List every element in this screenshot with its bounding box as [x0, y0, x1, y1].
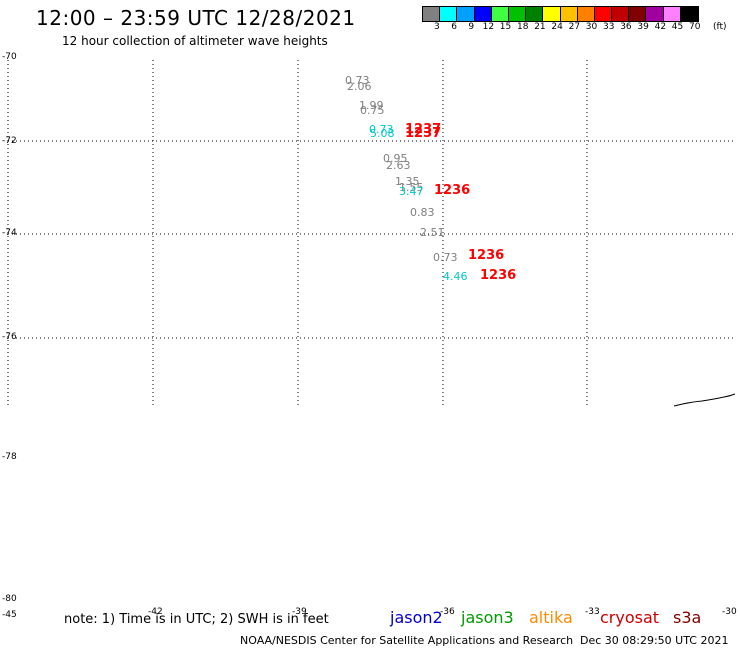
wave-height-value: 1.99	[359, 99, 384, 112]
color-scale-label: 39	[637, 22, 649, 32]
satellite-legend-cryosat: cryosat	[600, 608, 660, 627]
color-swatch	[663, 7, 681, 21]
color-scale-label: 21	[534, 22, 546, 32]
color-swatch	[629, 7, 647, 21]
wave-height-value: 0.73	[345, 74, 370, 87]
color-scale-label: 9	[468, 22, 475, 32]
wave-height-value: 2.63	[386, 159, 411, 172]
wave-height-value: 0.95	[383, 152, 408, 165]
wave-height-value: 4.46	[443, 270, 468, 283]
wave-height-value: 0.73	[433, 251, 458, 264]
pass-time-label: 1236	[434, 183, 471, 198]
wave-height-value: 1.55	[399, 181, 424, 194]
lat-label: -80	[2, 594, 17, 604]
generated-timestamp: Dec 30 08:29:50 UTC 2021	[580, 634, 729, 647]
color-scale-label: 36	[620, 22, 632, 32]
wave-height-value: 1.35	[395, 175, 420, 188]
satellite-legend-jason2: jason2	[390, 608, 443, 627]
wave-height-value: 0.73	[369, 123, 394, 136]
lat-label: -72	[2, 136, 17, 146]
lon-label: -39	[292, 607, 307, 617]
color-scale-label: 33	[603, 22, 615, 32]
wave-height-value: 3.47	[399, 185, 424, 198]
units-note: note: 1) Time is in UTC; 2) SWH is in fe…	[64, 612, 329, 627]
map-subtitle: 12 hour collection of altimeter wave hei…	[62, 34, 328, 48]
lat-label: -76	[2, 332, 17, 342]
pass-time-label: 1236	[468, 248, 505, 263]
lon-label: -36	[440, 607, 455, 617]
color-scale-unit: (ft)	[713, 22, 727, 32]
color-swatch	[508, 7, 527, 21]
color-swatch	[440, 7, 458, 21]
color-scale-label: 15	[499, 22, 512, 32]
wave-height-color-scale	[422, 6, 699, 22]
color-scale-label: 45	[671, 22, 684, 32]
satellite-legend-jason3: jason3	[461, 608, 514, 627]
lat-label: -74	[2, 228, 17, 238]
lat-label: -70	[2, 52, 17, 62]
color-scale-label: 6	[451, 22, 457, 32]
color-swatch	[646, 7, 664, 21]
wave-height-value: 2.06	[347, 80, 372, 93]
wave-height-value: 5.08	[370, 127, 395, 140]
pass-time-label: 1237	[405, 122, 442, 137]
color-swatch	[543, 7, 561, 21]
color-scale-label: 30	[585, 22, 598, 32]
wave-height-value: 2.51	[420, 226, 445, 239]
color-swatch	[612, 7, 630, 21]
color-scale-label: 24	[551, 22, 563, 32]
pass-time-label: 1236	[480, 268, 517, 283]
color-scale-label: 70	[689, 22, 701, 32]
coastline	[673, 393, 736, 407]
color-swatch	[526, 7, 544, 21]
lon-label-left: -45	[2, 610, 17, 620]
color-swatch	[474, 7, 492, 21]
color-scale-label: 42	[654, 22, 667, 32]
credit-line: NOAA/NESDIS Center for Satellite Applica…	[240, 634, 574, 647]
lon-label: -30	[722, 607, 737, 617]
color-swatch	[491, 7, 509, 21]
wave-height-value: 0.75	[360, 104, 385, 117]
color-swatch	[680, 7, 698, 21]
color-scale-label: 12	[482, 22, 495, 32]
lon-label: -42	[148, 607, 163, 617]
lat-label: -78	[2, 452, 17, 462]
color-swatch	[594, 7, 613, 21]
color-swatch	[457, 7, 475, 21]
color-swatch	[560, 7, 578, 21]
satellite-legend-altika: altika	[529, 608, 573, 627]
satellite-legend-s3a: s3a	[673, 608, 702, 627]
color-scale-label: 18	[517, 22, 529, 32]
color-scale-label: 3	[434, 22, 440, 32]
map-title: 12:00 – 23:59 UTC 12/28/2021	[36, 6, 356, 30]
lon-label: -33	[585, 607, 600, 617]
color-swatch	[577, 7, 595, 21]
wave-height-value: 0.83	[410, 206, 435, 219]
color-scale-label: 27	[568, 22, 581, 32]
color-swatch	[423, 7, 441, 21]
pass-time-label: 1237	[405, 126, 442, 141]
